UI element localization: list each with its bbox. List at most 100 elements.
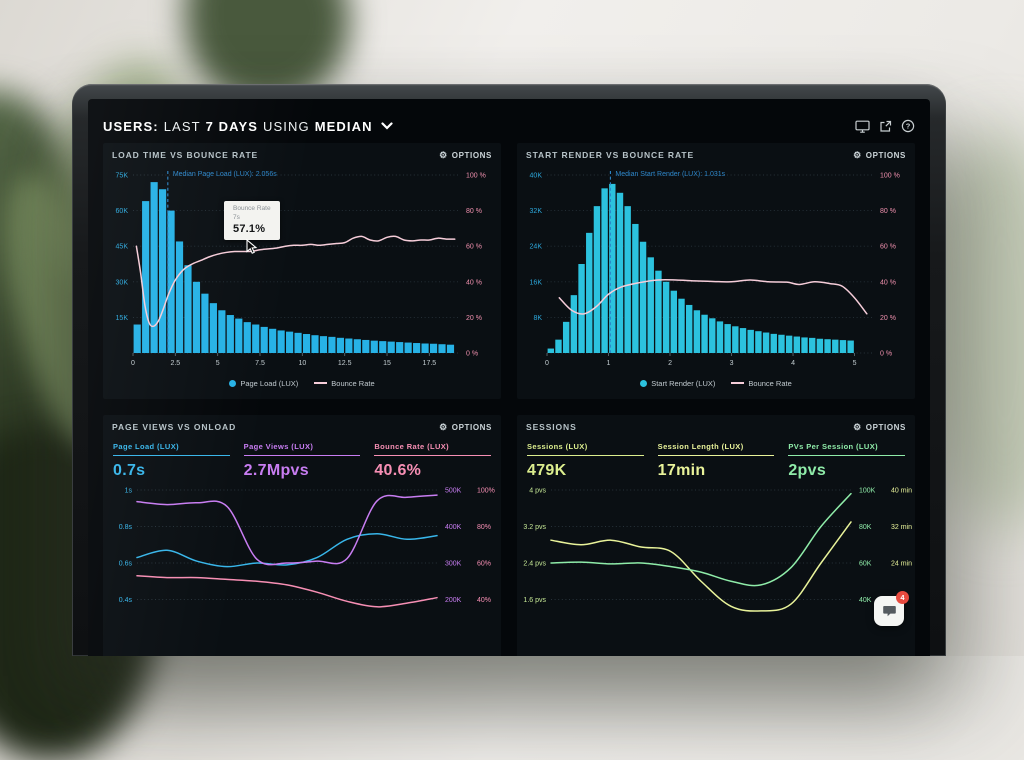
panel-start-render-vs-bounce-rate: START RENDER VS BOUNCE RATE ⚙ OPTIONS 10… <box>517 143 915 399</box>
legend-dot-icon <box>640 379 648 387</box>
options-label: OPTIONS <box>865 422 906 432</box>
start-render-histogram-chart[interactable]: 100 % 80 % 60 % 40 % 20 % 0 % 40K 32K 24K 16K 8K 0 1… <box>517 167 915 373</box>
svg-text:20 %: 20 % <box>466 315 482 322</box>
options-button[interactable]: ⚙ OPTIONS <box>439 421 492 432</box>
metric-value: 17min <box>657 462 706 479</box>
metrics-row: Sessions (LUX) 479K Session Length (LUX) 17… <box>517 439 915 486</box>
panel-title: START RENDER VS BOUNCE RATE <box>526 150 695 160</box>
load-time-histogram-chart[interactable]: 100 % 80 % 60 % 40 % 20 % 0 % 75K 60K 45K 30K 15K 0… <box>103 167 501 373</box>
metric-sessions-lux: Sessions (LUX) 479K <box>527 442 644 480</box>
svg-text:80 %: 80 % <box>466 208 482 215</box>
svg-text:75K: 75K <box>116 173 129 180</box>
svg-text:80K: 80K <box>859 524 872 531</box>
title-7days: 7 DAYS <box>205 118 259 134</box>
metric-page-views-lux: Page Views (LUX) 2.7Mpvs <box>243 442 361 480</box>
page-views-line-chart[interactable]: 1s 500K 100% 0.8s 400K 80% 0.6s 300K 60% 0.4s 200K… <box>103 486 501 656</box>
svg-text:300K: 300K <box>445 561 462 568</box>
panel-page-views-vs-onload: PAGE VIEWS VS ONLOAD ⚙ OPTIONS Page Load… <box>103 415 501 656</box>
svg-text:32 min: 32 min <box>891 524 912 531</box>
gear-icon: ⚙ <box>439 421 448 432</box>
gear-icon: ⚙ <box>853 421 862 432</box>
help-icon[interactable]: ? <box>901 119 915 133</box>
panel-header: SESSIONS ⚙ OPTIONS <box>517 415 915 439</box>
svg-text:40%: 40% <box>477 597 491 604</box>
timeframe-selector[interactable]: USERS: LAST 7 DAYS USING MEDIAN <box>103 119 393 134</box>
panel-title: SESSIONS <box>526 422 577 432</box>
sessions-line-chart[interactable]: 4 pvs 100K 40 min 3.2 pvs 80K 32 min 2.4 pvs 60… <box>517 486 915 656</box>
legend-item-page-load-lux[interactable]: Page Load (LUX) <box>229 379 298 388</box>
legend-item-bounce-rate[interactable]: Bounce Rate <box>314 379 375 388</box>
svg-text:10: 10 <box>298 360 306 367</box>
panel-title: LOAD TIME VS BOUNCE RATE <box>112 150 259 160</box>
svg-text:45K: 45K <box>116 244 129 251</box>
options-button[interactable]: ⚙ OPTIONS <box>853 421 906 432</box>
svg-text:60K: 60K <box>859 561 872 568</box>
options-button[interactable]: ⚙ OPTIONS <box>439 150 492 160</box>
svg-text:500K: 500K <box>445 488 462 495</box>
panel-header: START RENDER VS BOUNCE RATE ⚙ OPTIONS <box>517 143 915 167</box>
svg-text:40 %: 40 % <box>466 279 482 286</box>
svg-text:12.5: 12.5 <box>338 360 352 367</box>
metric-label: Page Views (LUX) <box>243 442 361 456</box>
panel-sessions: SESSIONS ⚙ OPTIONS Sessions (LUX) 479K Ses… <box>517 415 915 656</box>
svg-text:60K: 60K <box>116 208 129 215</box>
svg-text:2.4 pvs: 2.4 pvs <box>523 561 546 568</box>
svg-text:0 %: 0 % <box>880 351 892 358</box>
svg-text:2: 2 <box>668 360 672 367</box>
svg-text:200K: 200K <box>445 597 462 604</box>
chat-badge: 4 <box>896 591 909 604</box>
tooltip-x-value: 7s <box>233 213 240 221</box>
chat-launcher[interactable]: 4 <box>874 591 909 626</box>
svg-text:60 %: 60 % <box>466 244 482 251</box>
chat-icon <box>882 604 897 618</box>
svg-text:400K: 400K <box>445 524 462 531</box>
svg-text:32K: 32K <box>530 208 543 215</box>
svg-text:100%: 100% <box>477 488 495 495</box>
svg-text:0.8s: 0.8s <box>119 524 133 531</box>
svg-text:100 %: 100 % <box>880 173 900 180</box>
svg-text:15K: 15K <box>116 315 129 322</box>
svg-text:3: 3 <box>730 360 734 367</box>
svg-text:40 %: 40 % <box>880 279 896 286</box>
svg-text:?: ? <box>906 122 911 131</box>
svg-text:40 min: 40 min <box>891 488 912 495</box>
panel-load-time-vs-bounce-rate: LOAD TIME VS BOUNCE RATE ⚙ OPTIONS 100 %… <box>103 143 501 399</box>
laptop: USERS: LAST 7 DAYS USING MEDIAN <box>72 84 946 656</box>
mouse-cursor <box>245 239 259 255</box>
monitor-icon[interactable] <box>855 120 870 133</box>
metric-value: 40.6% <box>374 462 422 479</box>
metric-value: 479K <box>527 462 567 479</box>
metric-label: Bounce Rate (LUX) <box>374 442 492 456</box>
metric-bounce-rate-lux: Bounce Rate (LUX) 40.6% <box>374 442 492 480</box>
svg-text:30K: 30K <box>116 279 129 286</box>
panel-header: LOAD TIME VS BOUNCE RATE ⚙ OPTIONS <box>103 143 501 167</box>
share-icon[interactable] <box>879 120 892 133</box>
metric-value: 0.7s <box>113 462 146 479</box>
tooltip-series: Bounce Rate <box>233 205 271 212</box>
svg-text:0 %: 0 % <box>466 351 478 358</box>
svg-text:1s: 1s <box>125 488 133 495</box>
header-icons: ? <box>855 119 915 133</box>
metric-session-length-lux: Session Length (LUX) 17min <box>657 442 775 480</box>
svg-text:40K: 40K <box>859 597 872 604</box>
svg-text:Median Start Render (LUX): 1.0: Median Start Render (LUX): 1.031s <box>615 171 725 178</box>
legend-item-start-render-lux[interactable]: Start Render (LUX) <box>640 379 715 388</box>
legend-item-bounce-rate[interactable]: Bounce Rate <box>731 379 792 388</box>
options-button[interactable]: ⚙ OPTIONS <box>853 150 906 160</box>
metric-page-load-lux: Page Load (LUX) 0.7s <box>113 442 230 480</box>
svg-text:24 min: 24 min <box>891 561 912 568</box>
svg-text:3.2 pvs: 3.2 pvs <box>523 524 546 531</box>
svg-text:15: 15 <box>383 360 391 367</box>
svg-text:100 %: 100 % <box>466 173 486 180</box>
chart-area: 100 % 80 % 60 % 40 % 20 % 0 % 40K 32K 24K 16K 8K 0 1… <box>517 167 915 373</box>
svg-text:4: 4 <box>791 360 795 367</box>
title-median: MEDIAN <box>314 118 373 134</box>
metric-label: Sessions (LUX) <box>527 442 644 456</box>
svg-text:100K: 100K <box>859 488 876 495</box>
svg-text:8K: 8K <box>533 315 542 322</box>
title-users: USERS: <box>103 118 159 134</box>
legend-line-icon <box>731 382 745 384</box>
svg-text:Median Page Load (LUX): 2.056s: Median Page Load (LUX): 2.056s <box>173 171 277 178</box>
options-label: OPTIONS <box>451 150 492 160</box>
tooltip-value: 57.1% <box>233 223 266 235</box>
